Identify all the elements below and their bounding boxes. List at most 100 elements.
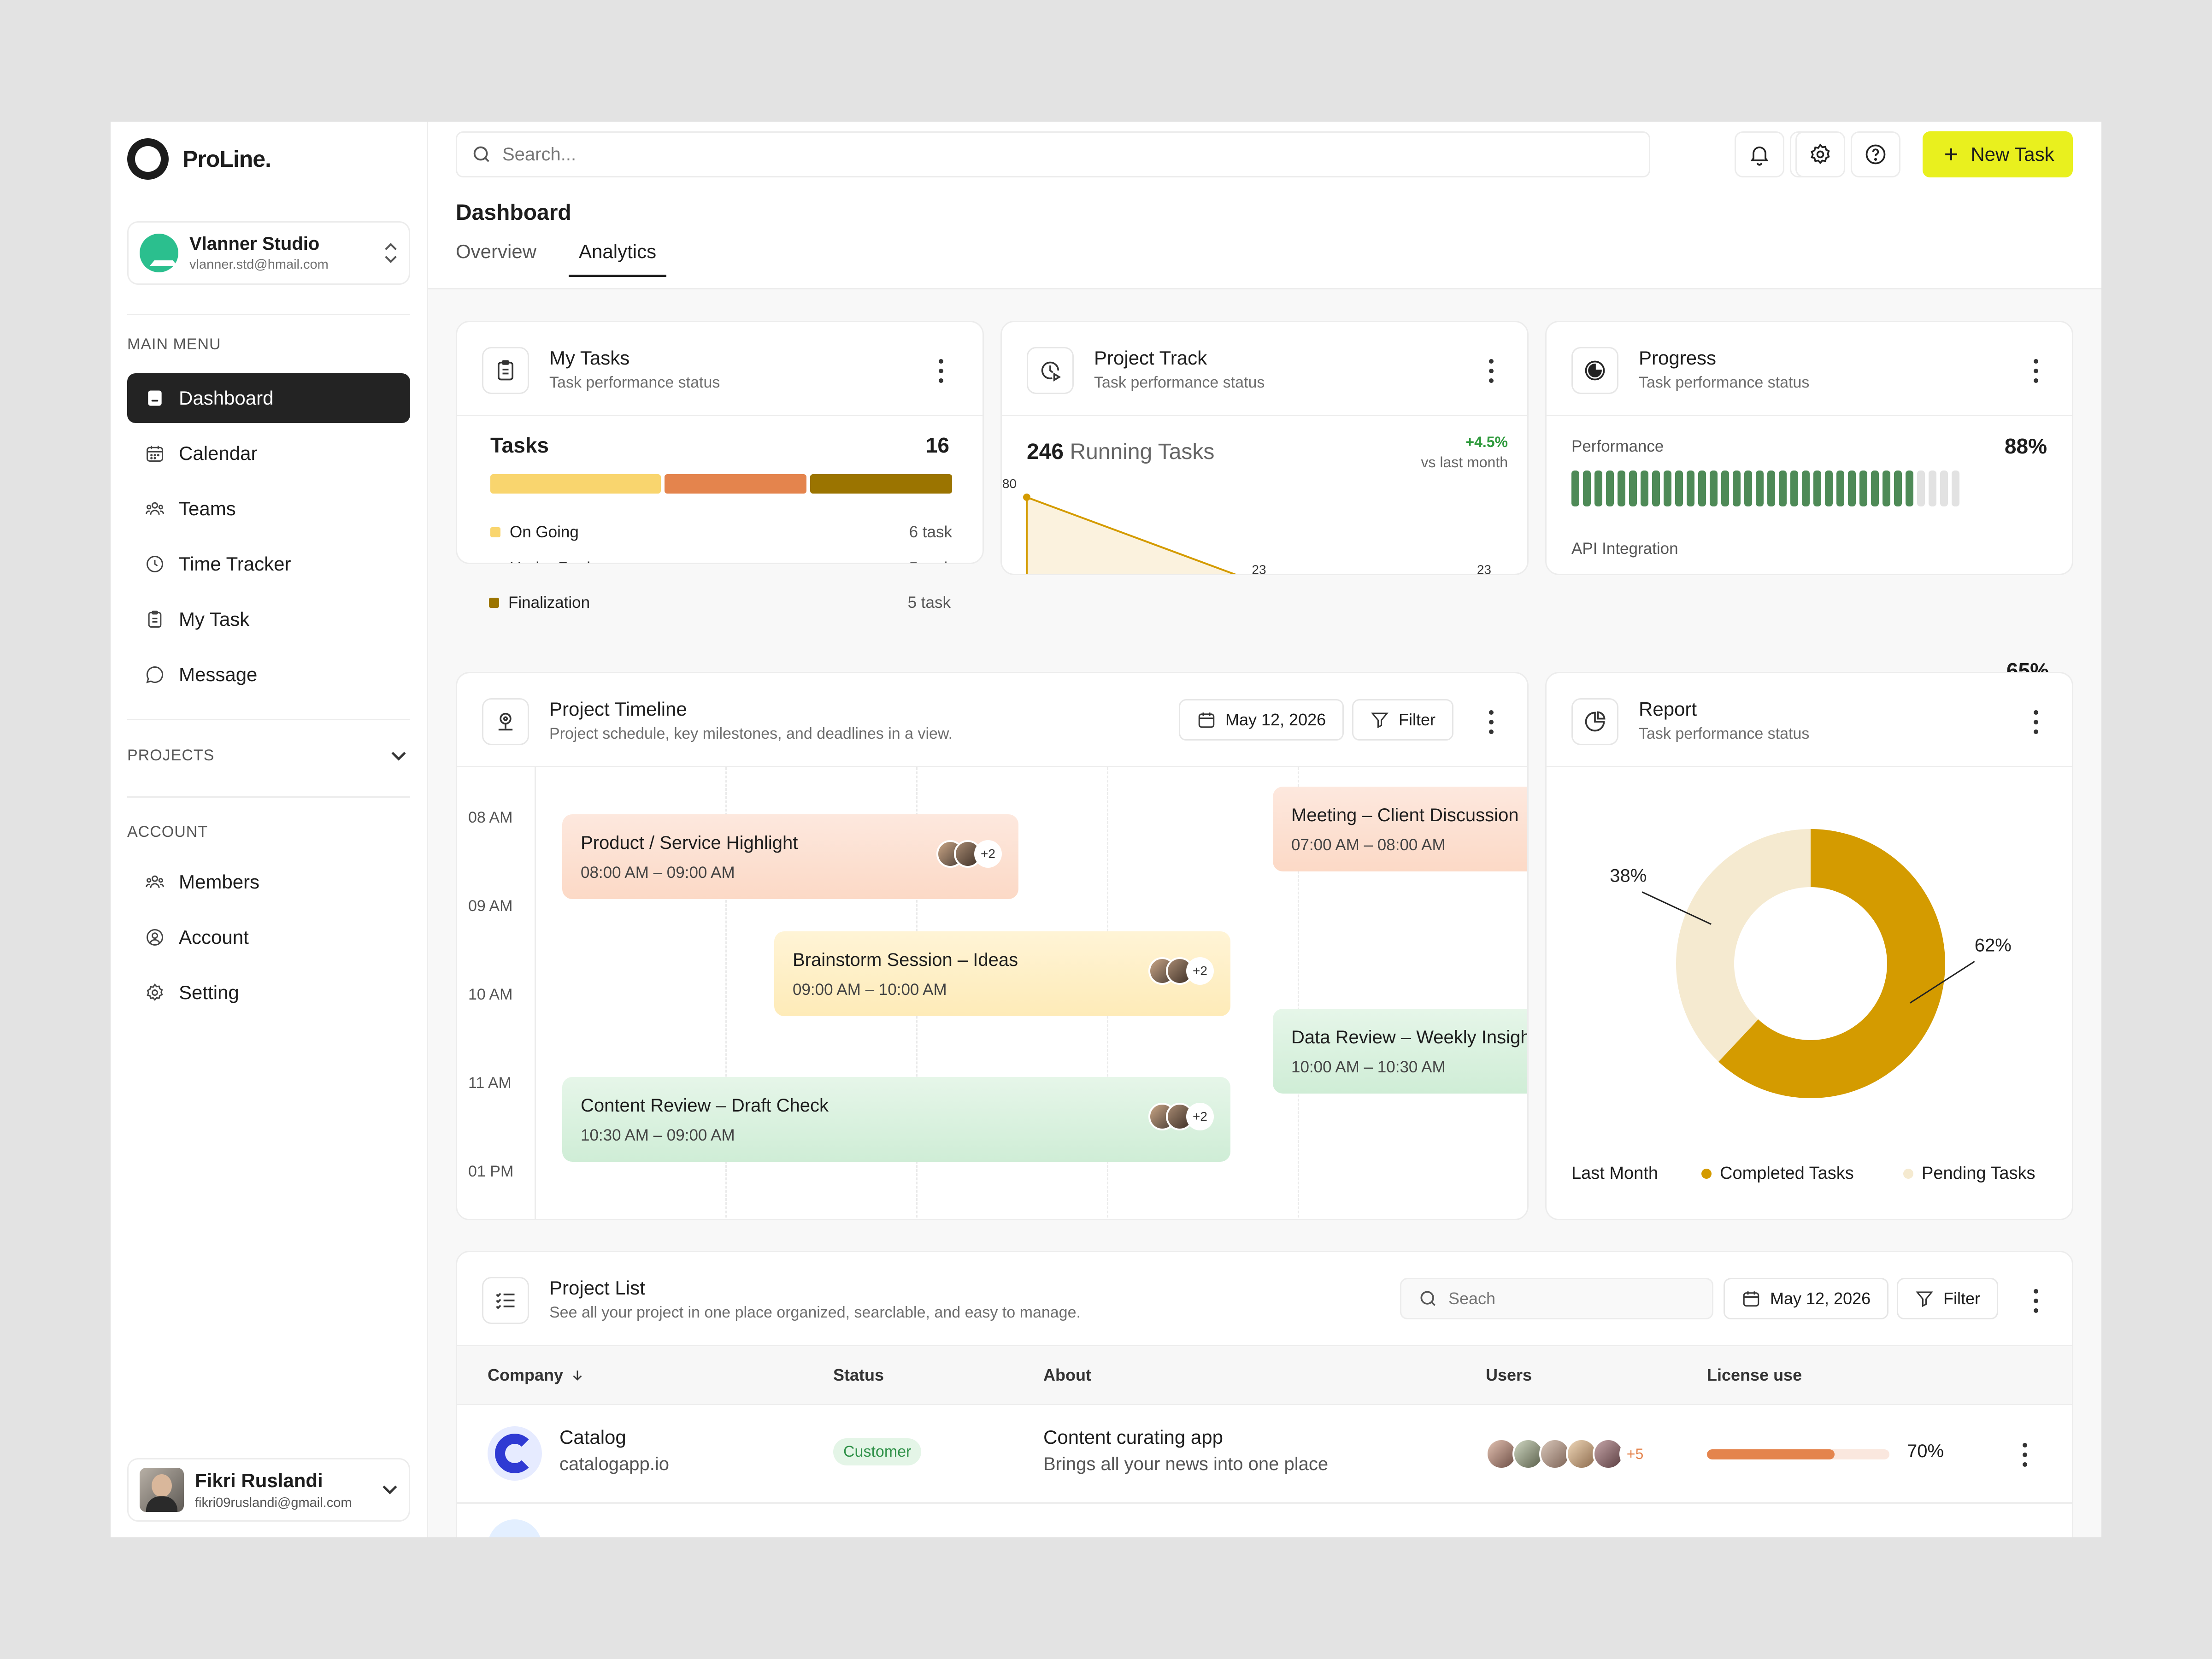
company-logo: [488, 1426, 542, 1481]
card-header: Project Timeline Project schedule, key m…: [457, 673, 1527, 767]
timeline-event[interactable]: Content Review – Draft Check 10:30 AM – …: [562, 1077, 1230, 1162]
notifications-button[interactable]: [1735, 131, 1784, 177]
card-title: Progress: [1639, 347, 1717, 369]
progress-pill: [1571, 471, 1579, 506]
date-picker-button[interactable]: May 12, 2026: [1724, 1278, 1889, 1319]
legend-count: 5 task: [907, 594, 951, 612]
table-row[interactable]: Catalog catalogapp.io Customer Content c…: [457, 1405, 2072, 1504]
clock-icon: [144, 553, 166, 575]
new-task-button[interactable]: New Task: [1923, 131, 2073, 177]
project-search-input[interactable]: [1448, 1289, 1706, 1308]
column-header-company[interactable]: Company: [488, 1365, 585, 1385]
column-header-users[interactable]: Users: [1486, 1365, 1532, 1384]
chevron-down-icon: [391, 746, 406, 761]
progress-pill: [1883, 471, 1890, 506]
sidebar-item-account[interactable]: Account: [127, 912, 410, 962]
table-header: Company Status About Users License use: [457, 1346, 2072, 1405]
legend-swatch: [1701, 1168, 1712, 1179]
status-segment: [490, 474, 661, 494]
sidebar-item-message[interactable]: Message: [127, 650, 410, 700]
more-attendees: +2: [974, 840, 1002, 868]
sidebar-item-my-task[interactable]: My Task: [127, 594, 410, 644]
more-options-icon[interactable]: [2033, 1289, 2039, 1313]
search-icon: [473, 146, 489, 162]
filter-button[interactable]: Filter: [1352, 699, 1453, 741]
sidebar-item-members[interactable]: Members: [127, 857, 410, 907]
sidebar-item-calendar[interactable]: Calendar: [127, 429, 410, 478]
more-options-icon[interactable]: [2033, 710, 2039, 734]
user-profile[interactable]: Fikri Ruslandi fikri09ruslandi@gmail.com: [127, 1458, 410, 1522]
status-badge: Customer: [833, 1438, 922, 1465]
progress-pill: [1906, 471, 1913, 506]
tab-overview[interactable]: Overview: [456, 241, 537, 262]
more-users: +5: [1619, 1438, 1651, 1470]
sidebar-item-teams[interactable]: Teams: [127, 484, 410, 534]
card-title: Report: [1639, 698, 1697, 720]
timeline-event[interactable]: Brainstorm Session – Ideas 09:00 AM – 10…: [774, 931, 1230, 1016]
column-header-about[interactable]: About: [1043, 1365, 1091, 1384]
timeline-event[interactable]: Product / Service Highlight 08:00 AM – 0…: [562, 814, 1018, 899]
progress-pill: [1813, 471, 1821, 506]
timeline-event[interactable]: Data Review – Weekly Insight 10:00 AM – …: [1273, 1009, 1529, 1094]
page-header: Dashboard Overview Analytics: [428, 186, 2101, 289]
data-label: 23: [1252, 563, 1266, 575]
topbar: [428, 122, 2101, 186]
time-label: 11 AM: [468, 1074, 512, 1092]
event-time: 10:00 AM – 10:30 AM: [1291, 1058, 1446, 1076]
progress-pill: [1652, 471, 1660, 506]
more-options-icon[interactable]: [1488, 710, 1494, 734]
sidebar-item-time-tracker[interactable]: Time Tracker: [127, 539, 410, 589]
card-subtitle: See all your project in one place organi…: [549, 1304, 1081, 1321]
clock-play-icon: [1027, 347, 1074, 394]
help-icon: [1865, 144, 1886, 165]
search-bar: [456, 131, 1650, 177]
search-input[interactable]: [502, 144, 1608, 165]
search-icon: [1420, 1291, 1435, 1306]
legend-label: On Going: [510, 523, 579, 541]
sidebar-item-dashboard[interactable]: Dashboard: [127, 373, 410, 423]
sidebar-item-setting[interactable]: Setting: [127, 968, 410, 1018]
sidebar-item-label: Dashboard: [179, 387, 274, 409]
legend-item: Under Review 5 task: [490, 559, 952, 563]
column-header-license-use[interactable]: License use: [1707, 1365, 1802, 1384]
help-button[interactable]: [1851, 131, 1900, 177]
more-options-icon[interactable]: [2033, 359, 2039, 383]
logo[interactable]: ProLine.: [127, 138, 271, 180]
timeline-event[interactable]: Meeting – Client Discussion 07:00 AM – 0…: [1273, 787, 1527, 871]
more-options-icon[interactable]: [938, 359, 944, 383]
legend-swatch: [489, 598, 499, 608]
company-logo: [488, 1519, 542, 1537]
more-options-icon[interactable]: [2022, 1443, 2028, 1467]
more-options-icon[interactable]: [1488, 359, 1494, 383]
account-menu: Members Account Setting: [127, 857, 410, 1023]
project-track-chart: 80 23 23: [1002, 477, 1491, 575]
workspace-switcher[interactable]: Vlanner Studio vlanner.std@hmail.com: [127, 221, 410, 285]
tab-analytics[interactable]: Analytics: [569, 241, 667, 277]
filter-button[interactable]: Filter: [1897, 1278, 1998, 1319]
settings-button[interactable]: [1795, 131, 1845, 177]
legend-count: 5 task: [909, 559, 952, 563]
legend-item: Finalization 5 task: [489, 594, 951, 612]
projects-section-toggle[interactable]: PROJECTS: [127, 746, 410, 770]
column-header-status[interactable]: Status: [833, 1365, 884, 1384]
report-donut-chart: 62% 38%: [1610, 829, 2012, 1098]
workspace-name: Vlanner Studio: [189, 234, 320, 254]
event-time: 08:00 AM – 09:00 AM: [581, 864, 735, 882]
app-window: ProLine. Vlanner Studio vlanner.std@hmai…: [111, 122, 2101, 1537]
data-label: 23: [1477, 563, 1491, 575]
event-attendees: +2: [1148, 957, 1214, 985]
progress-pill: [1952, 471, 1959, 506]
date-picker-button[interactable]: May 12, 2026: [1179, 699, 1344, 741]
arrow-down-icon: [573, 1371, 582, 1381]
checklist-icon: [482, 1277, 529, 1324]
legend-label: Pending Tasks: [1922, 1164, 2036, 1183]
legend-label: Under Review: [510, 559, 611, 563]
progress-pill: [1687, 471, 1694, 506]
event-attendees: +2: [1148, 1103, 1214, 1130]
event-title: Data Review – Weekly Insight: [1291, 1027, 1529, 1047]
project-timeline-card: Project Timeline Project schedule, key m…: [456, 672, 1529, 1220]
new-task-label: New Task: [1971, 143, 2054, 165]
legend-label: Finalization: [508, 594, 590, 612]
change-value: +4.5%: [1465, 434, 1508, 450]
time-label: 08 AM: [468, 809, 513, 826]
